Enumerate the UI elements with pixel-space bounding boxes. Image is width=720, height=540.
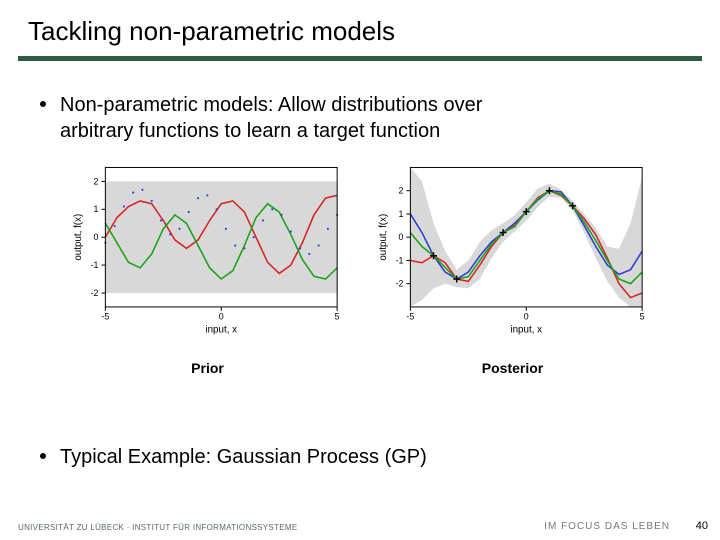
chart-prior: -5 0 5 -2 -1 0 1 2 input, x output, f(x)	[70, 158, 345, 338]
svg-text:-5: -5	[406, 312, 414, 322]
svg-text:1: 1	[94, 204, 99, 214]
svg-text:input, x: input, x	[205, 324, 237, 335]
footer-left: UNIVERSITÄT ZU LÜBECK · INSTITUT FÜR INF…	[18, 523, 298, 532]
svg-text:-2: -2	[91, 288, 99, 298]
slide-title: Tackling non-parametric models	[28, 16, 395, 47]
svg-text:2: 2	[399, 186, 404, 196]
svg-text:-1: -1	[396, 255, 404, 265]
svg-text:output, f(x): output, f(x)	[378, 214, 389, 261]
bullet-2-text: Typical Example: Gaussian Process (GP)	[60, 446, 427, 468]
svg-text:1: 1	[399, 209, 404, 219]
svg-text:0: 0	[219, 312, 224, 322]
svg-text:2: 2	[94, 176, 99, 186]
bullet-1-line-1: Non-parametric models: Allow distributio…	[60, 94, 482, 116]
svg-text:-5: -5	[101, 312, 109, 322]
bullet-1: Non-parametric models: Allow distributio…	[40, 92, 660, 144]
svg-text:5: 5	[640, 312, 645, 322]
svg-text:input, x: input, x	[510, 324, 542, 335]
svg-text:output, f(x): output, f(x)	[73, 214, 84, 261]
footer: UNIVERSITÄT ZU LÜBECK · INSTITUT FÜR INF…	[0, 512, 720, 532]
charts-row: -505-2-1012input, xoutput, f(x) Prior -5…	[70, 158, 650, 368]
svg-text:0: 0	[94, 232, 99, 242]
svg-text:-1: -1	[91, 260, 99, 270]
bullet-1-line-2: arbitrary functions to learn a target fu…	[60, 118, 440, 144]
page-number: 40	[696, 520, 708, 532]
svg-text:5: 5	[335, 312, 340, 322]
chart-prior-caption: Prior	[70, 360, 345, 376]
chart-posterior-wrap: -505-2-1012input, xoutput, f(x) Posterio…	[375, 158, 650, 368]
svg-text:0: 0	[399, 232, 404, 242]
chart-posterior-caption: Posterior	[375, 360, 650, 376]
chart-posterior: -5 0 5 -2 -1 0 1 2 input, x output, f(x)	[375, 158, 650, 338]
title-underline	[18, 56, 702, 61]
chart-prior-wrap: -505-2-1012input, xoutput, f(x) Prior	[70, 158, 345, 368]
bullet-dot-icon	[40, 453, 46, 459]
footer-right: IM FOCUS DAS LEBEN	[544, 521, 670, 532]
svg-text:0: 0	[524, 312, 529, 322]
slide: Tackling non-parametric models Non-param…	[0, 0, 720, 540]
bullet-2: Typical Example: Gaussian Process (GP)	[40, 446, 427, 469]
bullet-dot-icon	[40, 101, 46, 107]
svg-text:-2: -2	[396, 279, 404, 289]
